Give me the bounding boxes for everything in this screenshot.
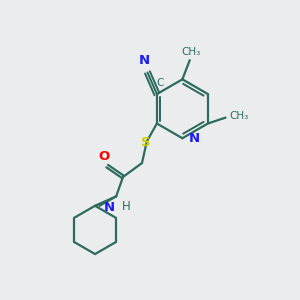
Text: H: H [122, 200, 130, 213]
Text: CH₃: CH₃ [182, 47, 201, 57]
Text: N: N [188, 132, 200, 145]
Text: N: N [139, 54, 150, 67]
Text: N: N [103, 201, 115, 214]
Text: C: C [156, 78, 164, 88]
Text: CH₃: CH₃ [229, 111, 248, 121]
Text: S: S [141, 136, 151, 149]
Text: O: O [98, 150, 109, 163]
